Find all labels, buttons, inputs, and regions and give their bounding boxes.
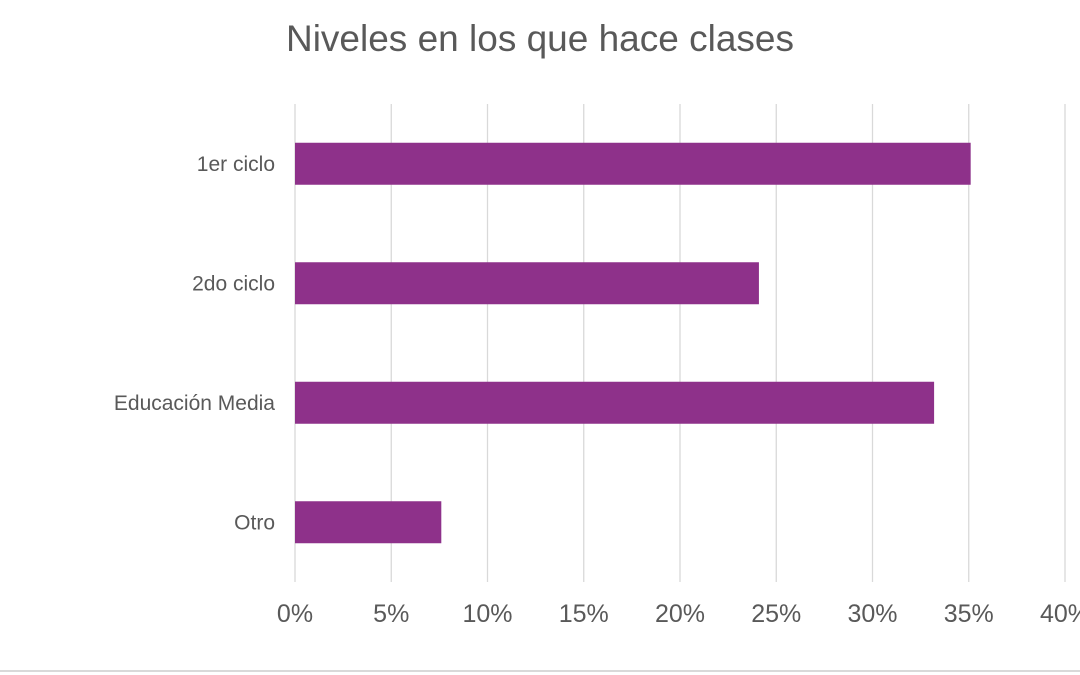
bar (295, 381, 935, 424)
x-tick-label: 10% (462, 600, 512, 628)
category-label: Otro (234, 511, 275, 534)
x-tick-label: 25% (751, 600, 801, 628)
x-tick-label: 15% (559, 600, 609, 628)
bar (295, 501, 442, 544)
category-label: 1er ciclo (197, 153, 275, 176)
x-tick-label: 0% (277, 600, 313, 628)
bars (295, 142, 971, 544)
bar (295, 262, 759, 305)
x-tick-label: 35% (944, 600, 994, 628)
x-tick-label: 40% (1040, 600, 1080, 628)
x-tick-label: 20% (655, 600, 705, 628)
bar (295, 142, 971, 185)
category-labels: 1er ciclo 2do ciclo Educación Media Otro (114, 153, 275, 535)
x-tick-label: 30% (847, 600, 897, 628)
x-axis-tick-labels: 0% 5% 10% 15% 20% 25% 30% 35% 40% (277, 600, 1080, 628)
category-label: Educación Media (114, 392, 275, 415)
category-label: 2do ciclo (192, 272, 275, 295)
chart-title: Niveles en los que hace clases (286, 18, 794, 59)
x-tick-label: 5% (373, 600, 409, 628)
